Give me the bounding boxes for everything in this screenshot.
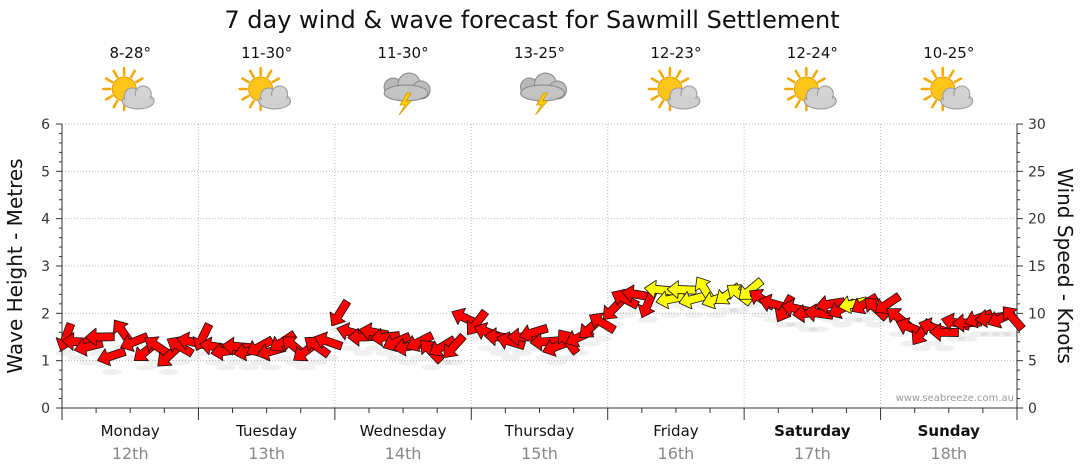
day-labels: Monday 12th Tuesday 13th Wednesday 14th Thursd… [101, 422, 981, 463]
temperature-range-label: 10-25° [923, 44, 974, 62]
chart-title: 7 day wind & wave forecast for Sawmill S… [224, 6, 839, 34]
wind-arrow-point [815, 295, 846, 314]
wind-arrow-point [611, 288, 640, 310]
wind-arrows-series [55, 276, 1026, 375]
wind-arrow-point [405, 331, 435, 352]
left-tick-label: 2 [41, 306, 50, 322]
left-axis-label: Wave Height - Metres [3, 158, 27, 373]
right-axis-label: Wind Speed - Knots [1053, 168, 1077, 364]
day-date-label: 17th [794, 444, 831, 463]
left-tick-label: 1 [41, 354, 50, 370]
day-date-label: 14th [385, 444, 422, 463]
sun-cloud-icon [238, 66, 292, 112]
right-tick-label: 20 [1028, 212, 1046, 228]
wind-arrow-point [838, 295, 869, 314]
sun-cloud-icon [101, 66, 155, 112]
wind-arrow-point [666, 280, 697, 299]
wind-arrow-point [313, 331, 344, 351]
credit-text: www.seabreeze.com.au [896, 393, 1014, 404]
sun-cloud-icon [784, 66, 837, 112]
sun-cloud-icon [920, 66, 974, 112]
right-tick-label: 0 [1028, 401, 1037, 417]
wind-arrow-point [120, 332, 150, 352]
right-tick-label: 25 [1028, 164, 1046, 180]
right-tick-label: 15 [1028, 259, 1046, 275]
day-name-label: Wednesday [360, 422, 447, 440]
temperature-range-label: 11-30° [241, 44, 292, 62]
wind-arrow-point [974, 309, 1005, 328]
temperature-range-label: 12-23° [650, 44, 701, 62]
wind-arrow-point [443, 333, 467, 359]
temperature-range-label: 8-28° [109, 44, 151, 62]
wind-arrow-point [929, 322, 959, 342]
left-tick-label: 3 [41, 259, 50, 275]
day-name-label: Sunday [918, 422, 981, 440]
wind-arrow-point [329, 298, 352, 327]
wind-arrow-point [304, 336, 332, 359]
wind-arrow-point [370, 328, 401, 347]
left-tick-label: 4 [41, 212, 50, 228]
right-tick-label: 10 [1028, 306, 1046, 322]
weather-row: 8-28° 11-30° 11-30° 13-25° 12-23° 12-24° 10-25… [101, 44, 974, 116]
day-date-label: 13th [248, 444, 285, 463]
day-date-label: 18th [930, 444, 967, 463]
storm-cloud-icon [383, 72, 431, 116]
right-tick-label: 30 [1028, 117, 1046, 133]
wind-arrow-point [874, 292, 902, 314]
day-name-label: Tuesday [235, 422, 297, 440]
sun-cloud-icon [647, 66, 701, 112]
wind-arrow-point [84, 327, 115, 347]
grid [62, 123, 1017, 408]
left-tick-label: 0 [41, 401, 50, 417]
temperature-range-label: 13-25° [514, 44, 565, 62]
wind-arrow-point [1002, 306, 1026, 332]
day-date-label: 15th [521, 444, 558, 463]
day-date-label: 12th [112, 444, 149, 463]
day-name-label: Friday [653, 422, 699, 440]
wind-arrow-point [144, 336, 172, 359]
axes: 0 01 52 103 154 205 256 30 [41, 117, 1046, 420]
left-tick-label: 6 [41, 117, 50, 133]
temperature-range-label: 11-30° [378, 44, 429, 62]
left-tick-label: 5 [41, 164, 50, 180]
day-name-label: Saturday [774, 422, 851, 440]
wind-arrow-point [429, 335, 457, 357]
wind-shadow [56, 302, 1023, 375]
wind-arrow-point [529, 332, 560, 352]
wind-arrow-point [96, 347, 127, 367]
wind-arrow-point [166, 336, 195, 358]
day-date-label: 16th [658, 444, 695, 463]
wind-arrow-point [519, 323, 549, 343]
temperature-range-label: 12-24° [787, 44, 838, 62]
day-name-label: Thursday [504, 422, 575, 440]
right-tick-label: 5 [1028, 354, 1037, 370]
day-name-label: Monday [101, 422, 160, 440]
storm-cloud-icon [520, 72, 567, 116]
wind-arrow-point [589, 312, 617, 334]
